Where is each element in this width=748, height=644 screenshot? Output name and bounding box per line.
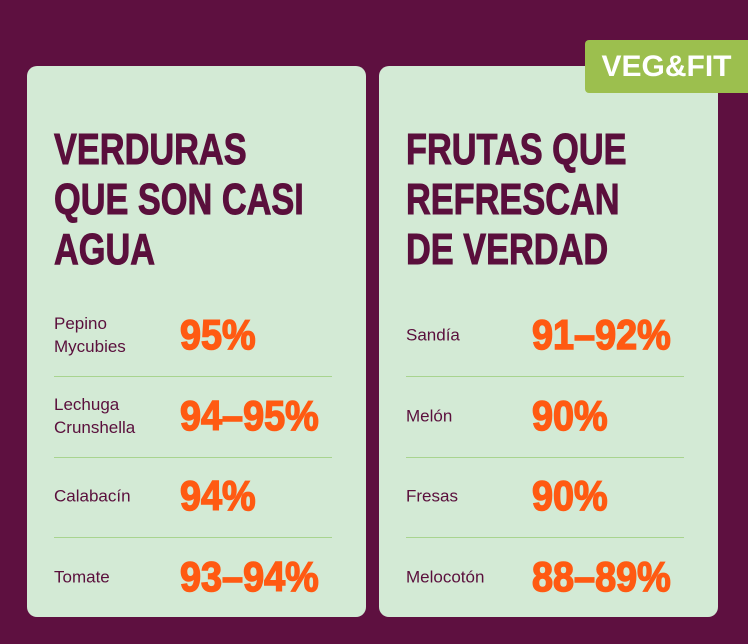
- item-value: 90%: [531, 391, 608, 440]
- row-divider: [54, 376, 332, 377]
- row-divider: [54, 537, 332, 538]
- card-title-line: QUE SON CASI: [54, 175, 305, 224]
- logo: VEG&FIT: [585, 40, 748, 93]
- item-name: Pepino Mycubies: [54, 314, 126, 356]
- card-title-line: VERDURAS: [54, 125, 247, 174]
- item-value: 88–89%: [531, 552, 671, 601]
- card-title-line: AGUA: [54, 225, 156, 274]
- item-name: Fresas: [406, 486, 458, 506]
- card-title-line: FRUTAS QUE: [406, 125, 627, 174]
- row-divider: [406, 376, 684, 377]
- item-value: 90%: [531, 471, 608, 520]
- item-name: Calabacín: [54, 486, 131, 506]
- row-divider: [54, 456, 332, 458]
- card: VERDURAS QUE SON CASI AGUA Pepino Mycubies 9…: [27, 66, 366, 617]
- item-value: 94–95%: [179, 391, 319, 440]
- row-divider: [406, 537, 684, 538]
- card: FRUTAS QUE REFRESCAN DE VERDAD Sandía 91–92%…: [379, 66, 718, 617]
- item-name: Melocotón: [406, 567, 485, 586]
- item-name: Sandía: [406, 325, 460, 345]
- item-value: 91–92%: [531, 310, 671, 359]
- row-divider: [406, 456, 684, 458]
- item-name: Tomate: [54, 567, 110, 586]
- item-value: 94%: [179, 471, 256, 520]
- item-value: 93–94%: [179, 552, 319, 601]
- card-title-line: DE VERDAD: [406, 225, 609, 274]
- item-value: 95%: [179, 310, 256, 359]
- item-name: Melón: [406, 406, 453, 425]
- card-title-line: REFRESCAN: [406, 175, 620, 224]
- item-name: Lechuga Crunshella: [54, 394, 136, 437]
